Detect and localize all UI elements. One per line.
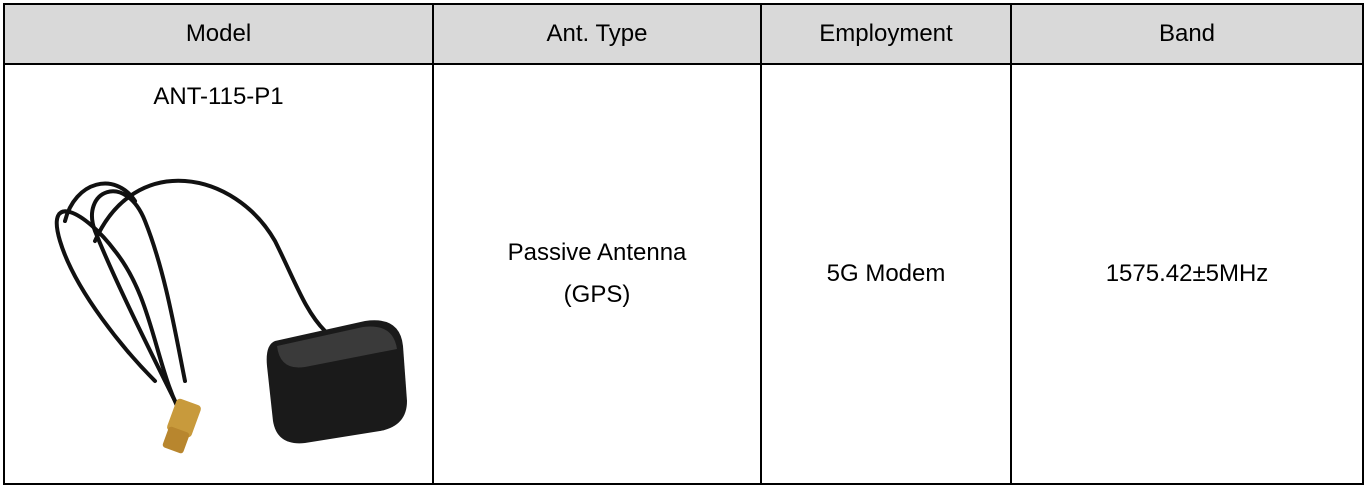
type-cell: Passive Antenna (GPS) bbox=[432, 63, 762, 485]
header-cell: Model bbox=[3, 3, 434, 65]
puck bbox=[266, 320, 407, 444]
band-cell: 1575.42±5MHz bbox=[1010, 63, 1364, 485]
header-cell: Ant. Type bbox=[432, 3, 762, 65]
model-name: ANT-115-P1 bbox=[153, 83, 284, 110]
employment-cell: 5G Modem bbox=[760, 63, 1012, 485]
header-cell: Band bbox=[1010, 3, 1364, 65]
model-cell: ANT-115-P1 bbox=[3, 63, 434, 485]
body-row: ANT-115-P1 Passive Antenna bbox=[3, 63, 1364, 485]
type-line: (GPS) bbox=[563, 281, 631, 308]
antenna-image bbox=[54, 178, 407, 454]
header-cell: Employment bbox=[760, 3, 1012, 65]
type-line: Passive Antenna bbox=[507, 239, 687, 266]
spec-table: Model Ant. Type Employment Band ANT-115-… bbox=[3, 3, 1364, 485]
connector bbox=[162, 398, 201, 454]
header-row: Model Ant. Type Employment Band bbox=[3, 3, 1364, 65]
